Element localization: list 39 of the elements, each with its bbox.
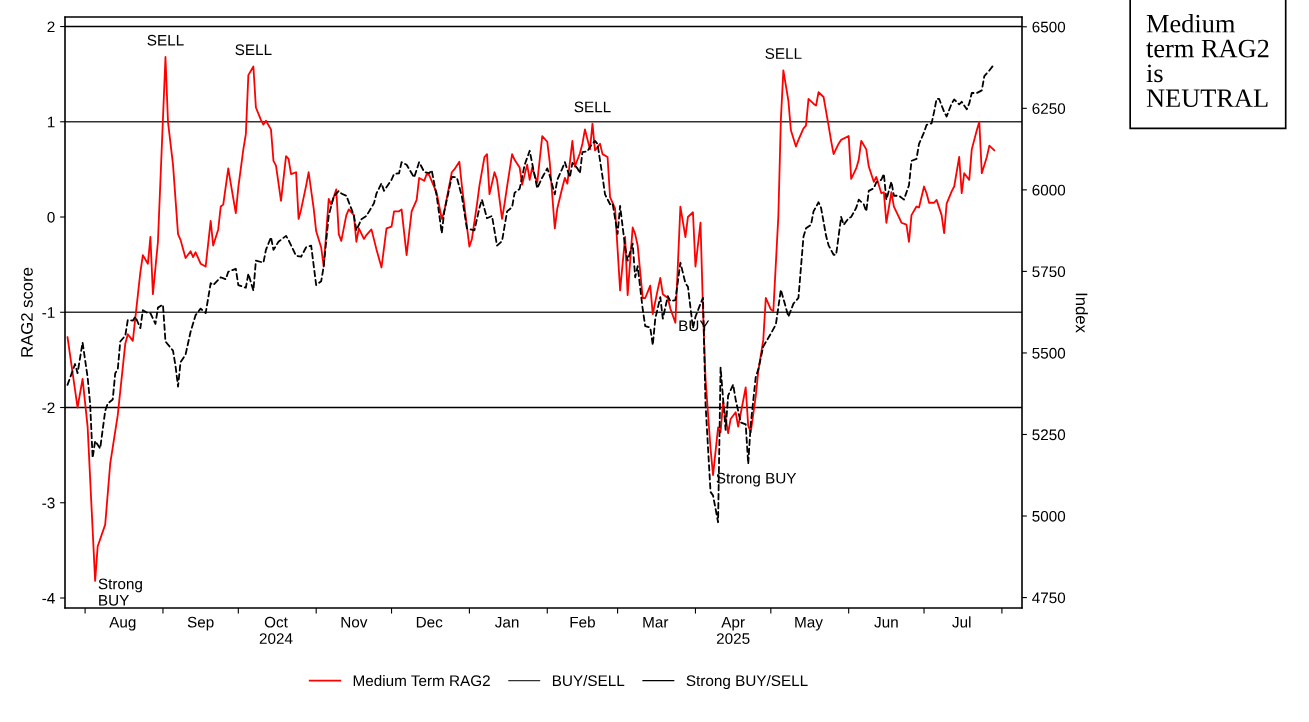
x-tick-label: Apr 2025	[716, 616, 750, 645]
y-tick-label: -2	[42, 402, 55, 414]
annotation: SELL	[147, 34, 184, 46]
x-tick-label: Jun	[874, 616, 898, 628]
y-tick-label: 1	[47, 116, 55, 128]
y2-tick-label: 6500	[1032, 21, 1066, 33]
x-tick-label: Jul	[952, 616, 971, 628]
y2-axis-title: Index	[1075, 293, 1088, 333]
legend-label: Medium Term RAG2	[353, 674, 490, 687]
x-tick-label: Nov	[341, 616, 368, 628]
y-tick-label: 2	[47, 21, 55, 33]
x-tick-label: Jan	[495, 616, 519, 628]
y-axis-title: RAG2 score	[21, 267, 33, 357]
x-tick-label: Mar	[643, 616, 669, 628]
y2-tick-label: 6250	[1032, 103, 1066, 115]
annotation: Strong BUY	[716, 472, 797, 487]
legend-label: Strong BUY/SELL	[686, 674, 808, 690]
x-tick-label: Sep	[187, 616, 214, 631]
y2-tick-label: 4750	[1032, 592, 1066, 604]
y-tick-label: 0	[47, 211, 55, 223]
y2-tick-label: 5250	[1032, 429, 1066, 441]
y2-tick-label: 5750	[1032, 266, 1066, 278]
x-tick-label: May	[795, 616, 823, 631]
y-tick-label: -3	[42, 497, 55, 509]
y2-tick-label: 5500	[1032, 347, 1066, 359]
annotation: SELL	[235, 44, 272, 56]
annotation: SELL	[765, 48, 802, 59]
x-tick-label: Dec	[416, 616, 443, 628]
y-tick-label: -4	[42, 593, 55, 604]
annotation: SELL	[574, 101, 611, 113]
x-tick-label: Aug	[109, 616, 136, 631]
y-tick-label: -1	[42, 307, 55, 318]
text: Medium term RAG2 is NEUTRAL	[1146, 14, 1269, 108]
legend-label: BUY/SELL	[552, 674, 625, 687]
y2-tick-label: 6000	[1032, 184, 1066, 196]
x-tick-label: Oct 2024	[259, 616, 293, 645]
y2-tick-label: 5000	[1032, 510, 1066, 522]
x-tick-label: Feb	[570, 616, 595, 628]
annotation: Strong BUY	[98, 578, 142, 606]
